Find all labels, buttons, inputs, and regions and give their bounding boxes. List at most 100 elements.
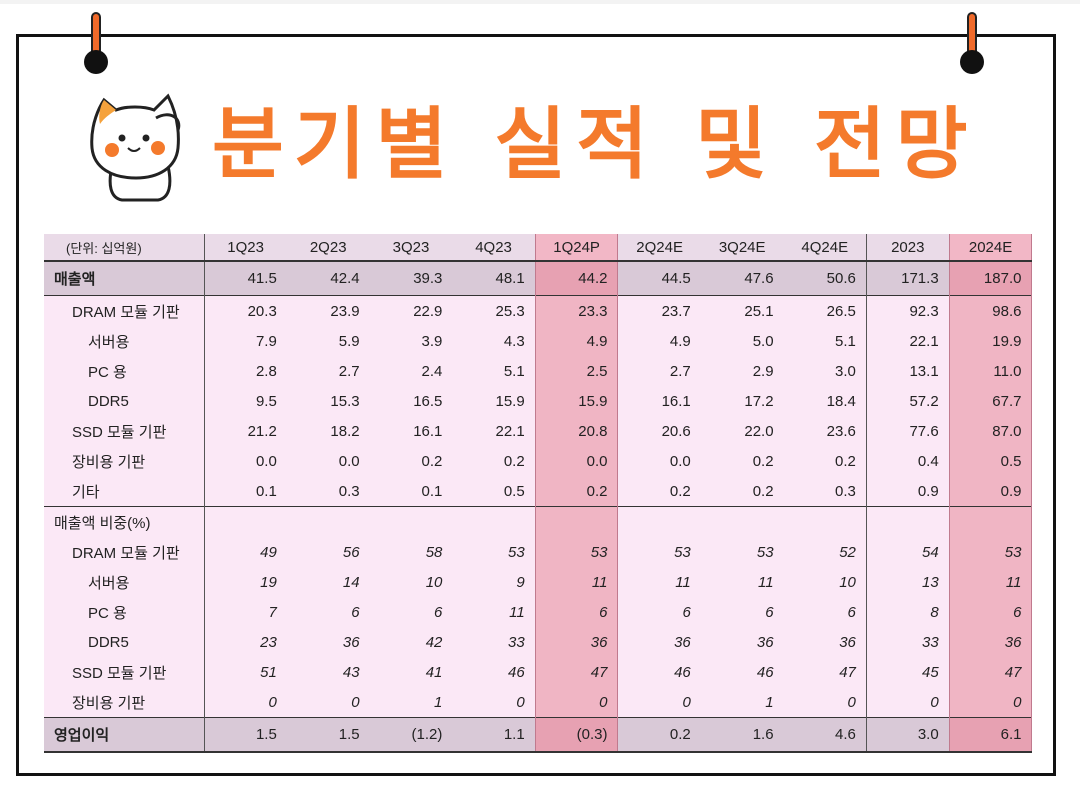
share-header-row: 매출액 비중(%): [44, 506, 1033, 537]
revenue-item-row: DDR5 9.5 15.3 16.5 15.9 15.9 16.1 17.2 18.4 57.2 6…: [44, 386, 1033, 416]
table-cell: 0.0: [534, 446, 619, 476]
table-cell: [700, 506, 784, 537]
table-cell: 0.2: [534, 476, 619, 507]
table-cell: 23.7: [617, 295, 701, 326]
table-cell: 52: [783, 537, 867, 567]
table-cell: 51: [204, 657, 287, 687]
row-label: DRAM 모듈 기판: [44, 295, 205, 326]
row-label: DDR5: [44, 627, 205, 657]
row-label: 서버용: [44, 326, 205, 356]
row-label: 서버용: [44, 567, 205, 597]
row-label: 기타: [44, 476, 205, 507]
revenue-item-row: SSD 모듈 기판 21.2 18.2 16.1 22.1 20.8 20.6 22.0 23.…: [44, 416, 1033, 446]
table-cell: 56: [286, 537, 370, 567]
table-cell: 3.9: [369, 326, 453, 356]
table-cell: 1.6: [700, 717, 784, 753]
table-cell: 0.2: [617, 476, 701, 507]
table-cell: 4.9: [617, 326, 701, 356]
column-header: 4Q23: [452, 234, 536, 261]
table-cell: 2.7: [617, 356, 701, 386]
table-cell: 0.5: [452, 476, 536, 507]
table-cell: 3.0: [783, 356, 867, 386]
table-cell: 57.2: [866, 386, 950, 416]
table-cell: 0: [783, 687, 867, 718]
column-header: 3Q24E: [700, 234, 784, 261]
share-item-row: DRAM 모듈 기판 49 56 58 53 53 53 53 52 54 53: [44, 537, 1033, 567]
table-cell: 92.3: [866, 295, 950, 326]
table-cell: 6.1: [948, 717, 1033, 753]
cat-mascot-icon: [90, 93, 181, 202]
table-cell: 22.0: [700, 416, 784, 446]
table-cell: 0.1: [369, 476, 453, 507]
column-header: 2023: [866, 234, 950, 261]
table-cell: 3.0: [866, 717, 950, 753]
table-cell: 0.2: [700, 476, 784, 507]
table-cell: 16.1: [369, 416, 453, 446]
table-cell: 11: [452, 597, 536, 627]
table-cell: 36: [700, 627, 784, 657]
table-cell: 46: [617, 657, 701, 687]
share-item-row: 장비용 기판 0 0 1 0 0 0 1 0 0 0: [44, 687, 1033, 718]
row-label: PC 용: [44, 597, 205, 627]
row-label: SSD 모듈 기판: [44, 657, 205, 687]
share-item-row: SSD 모듈 기판 51 43 41 46 47 46 46 47 45 47: [44, 657, 1033, 687]
table-cell: 23.9: [286, 295, 370, 326]
table-cell: 0.2: [783, 446, 867, 476]
earnings-table-container: (단위: 십억원) 1Q23 2Q23 3Q23 4Q23 1Q24P 2Q24E 3Q24E…: [44, 234, 1033, 754]
table-cell: 8: [866, 597, 950, 627]
table-cell: 4.9: [534, 326, 619, 356]
table-cell: 41.5: [204, 260, 287, 296]
table-cell: 42.4: [286, 260, 370, 296]
table-cell: 10: [783, 567, 867, 597]
earnings-table: (단위: 십억원) 1Q23 2Q23 3Q23 4Q23 1Q24P 2Q24E 3Q24E…: [44, 234, 1033, 753]
table-cell: 23.6: [783, 416, 867, 446]
table-cell: [866, 506, 950, 537]
table-cell: 11: [617, 567, 701, 597]
table-cell: 11.0: [948, 356, 1033, 386]
table-cell: 47: [948, 657, 1033, 687]
table-cell: 36: [534, 627, 619, 657]
table-cell: 6: [369, 597, 453, 627]
table-cell: 36: [783, 627, 867, 657]
revenue-item-row: DRAM 모듈 기판 20.3 23.9 22.9 25.3 23.3 23.7 25.1 26…: [44, 295, 1033, 326]
table-cell: 2.5: [534, 356, 619, 386]
table-cell: [783, 506, 867, 537]
column-header: 1Q23: [204, 234, 287, 261]
row-label: 장비용 기판: [44, 687, 205, 718]
table-cell: 0: [204, 687, 287, 718]
table-cell: 17.2: [700, 386, 784, 416]
table-cell: 43: [286, 657, 370, 687]
binder-pin-right-icon: [958, 12, 986, 74]
table-cell: 33: [866, 627, 950, 657]
column-header: 1Q24P: [534, 234, 619, 261]
table-cell: 15.9: [452, 386, 536, 416]
page-title: 분기별 실적 및 전망: [212, 100, 978, 190]
table-cell: 0.3: [783, 476, 867, 507]
table-cell: 18.2: [286, 416, 370, 446]
table-cell: 41: [369, 657, 453, 687]
table-cell: 53: [617, 537, 701, 567]
column-header: 4Q24E: [783, 234, 867, 261]
table-cell: 6: [700, 597, 784, 627]
table-cell: 0.0: [204, 446, 287, 476]
operating-profit-row: 영업이익 1.5 1.5 (1.2) 1.1 (0.3) 0.2 1.6 4.6 3.0 6.1: [44, 717, 1033, 753]
table-cell: 53: [452, 537, 536, 567]
table-cell: 13.1: [866, 356, 950, 386]
table-cell: 48.1: [452, 260, 536, 296]
table-cell: 20.3: [204, 295, 287, 326]
table-cell: 11: [700, 567, 784, 597]
revenue-item-row: 장비용 기판 0.0 0.0 0.2 0.2 0.0 0.0 0.2 0.2 0.4 0.5: [44, 446, 1033, 476]
table-cell: 5.0: [700, 326, 784, 356]
revenue-item-row: PC 용 2.8 2.7 2.4 5.1 2.5 2.7 2.9 3.0 13.1 11.0: [44, 356, 1033, 386]
table-cell: 1.5: [286, 717, 370, 753]
table-header-row: (단위: 십억원) 1Q23 2Q23 3Q23 4Q23 1Q24P 2Q24E 3Q24E…: [44, 234, 1033, 261]
row-label: DRAM 모듈 기판: [44, 537, 205, 567]
row-label: 매출액: [44, 260, 205, 296]
table-cell: 6: [948, 597, 1033, 627]
table-cell: 77.6: [866, 416, 950, 446]
table-cell: 50.6: [783, 260, 867, 296]
table-cell: 0.1: [204, 476, 287, 507]
table-cell: 0.5: [948, 446, 1033, 476]
table-cell: 2.4: [369, 356, 453, 386]
table-cell: 16.1: [617, 386, 701, 416]
